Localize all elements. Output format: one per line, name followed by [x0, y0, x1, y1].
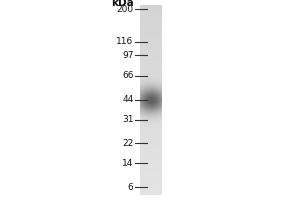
Text: 6: 6 [128, 182, 134, 192]
Text: 116: 116 [116, 38, 134, 46]
Text: 66: 66 [122, 72, 134, 80]
Text: 97: 97 [122, 50, 134, 60]
Text: 44: 44 [122, 96, 134, 104]
Text: 14: 14 [122, 158, 134, 168]
Text: 200: 200 [116, 4, 134, 14]
Text: 22: 22 [122, 138, 134, 148]
Text: 31: 31 [122, 116, 134, 124]
Text: kDa: kDa [111, 0, 134, 8]
